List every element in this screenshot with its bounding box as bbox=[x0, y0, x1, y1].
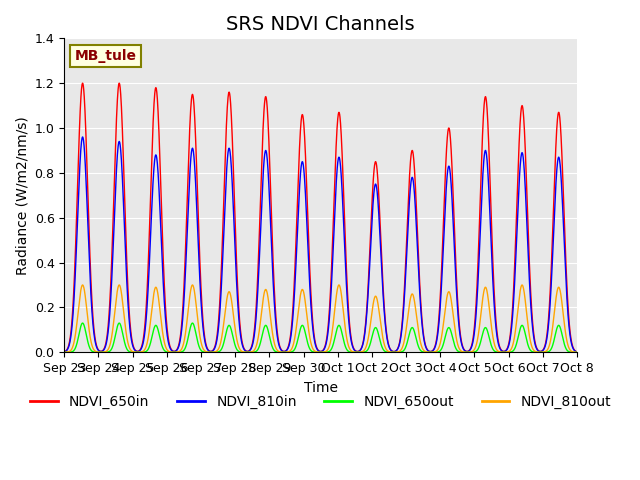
NDVI_810in bbox=[570, 347, 577, 352]
NDVI_810out bbox=[252, 346, 259, 351]
NDVI_810in bbox=[483, 151, 490, 156]
NDVI_810in bbox=[292, 268, 300, 274]
NDVI_810out bbox=[79, 282, 86, 288]
NDVI_810out bbox=[483, 286, 490, 291]
Line: NDVI_650in: NDVI_650in bbox=[64, 83, 577, 352]
NDVI_650in bbox=[570, 346, 577, 352]
NDVI_650in bbox=[371, 162, 378, 168]
NDVI_810in bbox=[252, 325, 259, 331]
Line: NDVI_650out: NDVI_650out bbox=[64, 323, 577, 352]
NDVI_650out bbox=[60, 349, 68, 355]
NDVI_810in bbox=[465, 348, 472, 354]
Line: NDVI_810in: NDVI_810in bbox=[64, 137, 577, 352]
NDVI_650in bbox=[465, 348, 472, 354]
Title: SRS NDVI Channels: SRS NDVI Channels bbox=[227, 15, 415, 34]
NDVI_650in bbox=[252, 319, 259, 324]
Y-axis label: Radiance (W/m2/nm/s): Radiance (W/m2/nm/s) bbox=[15, 116, 29, 275]
NDVI_650in bbox=[79, 80, 86, 86]
NDVI_650in bbox=[573, 349, 581, 355]
NDVI_650out bbox=[252, 349, 259, 355]
NDVI_810out bbox=[60, 349, 68, 355]
Text: MB_tule: MB_tule bbox=[74, 49, 136, 63]
NDVI_650in bbox=[292, 248, 300, 254]
NDVI_810out bbox=[292, 330, 300, 336]
NDVI_810in bbox=[573, 349, 581, 355]
NDVI_650out bbox=[573, 349, 581, 355]
NDVI_810out bbox=[570, 349, 577, 355]
NDVI_650out bbox=[465, 349, 472, 355]
NDVI_810in bbox=[371, 184, 378, 190]
NDVI_810in bbox=[79, 134, 86, 140]
NDVI_650out bbox=[292, 344, 300, 350]
Line: NDVI_810out: NDVI_810out bbox=[64, 285, 577, 352]
NDVI_650out bbox=[483, 325, 490, 331]
NDVI_810out bbox=[371, 295, 378, 300]
NDVI_650in bbox=[60, 349, 68, 355]
NDVI_810out bbox=[465, 349, 472, 355]
NDVI_810in bbox=[60, 349, 68, 355]
NDVI_650out bbox=[570, 349, 577, 355]
NDVI_650out bbox=[79, 320, 86, 326]
X-axis label: Time: Time bbox=[303, 381, 338, 395]
NDVI_650in bbox=[483, 97, 490, 103]
NDVI_650out bbox=[371, 325, 378, 331]
Legend: NDVI_650in, NDVI_810in, NDVI_650out, NDVI_810out: NDVI_650in, NDVI_810in, NDVI_650out, NDV… bbox=[24, 389, 616, 414]
NDVI_810out bbox=[573, 349, 581, 355]
